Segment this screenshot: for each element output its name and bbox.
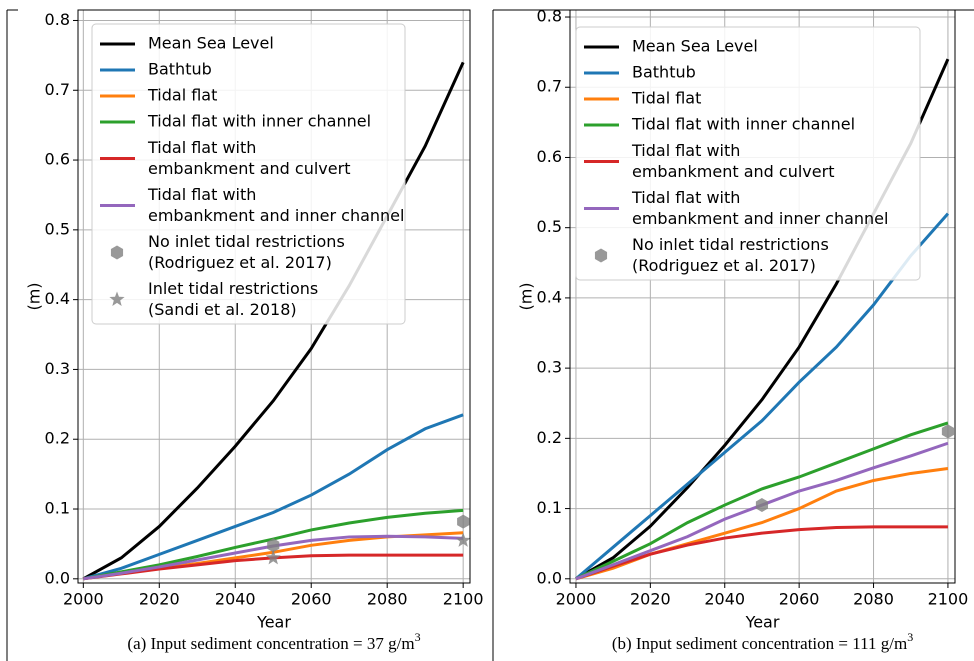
caption-superscript: 3 — [415, 630, 421, 644]
series-line — [82, 413, 464, 581]
series-line — [574, 212, 950, 580]
x-axis-label: Year — [256, 613, 291, 632]
star-marker — [109, 291, 125, 306]
legend-label: No inlet tidal restrictions (Rodriguez et… — [632, 235, 829, 275]
legend-label: No inlet tidal restrictions (Rodriguez et… — [148, 232, 345, 272]
hexagon-marker — [110, 245, 124, 260]
caption-text: (a) Input sediment concentration = 37 g/… — [127, 634, 414, 653]
legend-label: Tidal flat — [631, 89, 701, 108]
legend-label: Tidal flat with embankment and inner chan… — [631, 188, 888, 228]
y-tick-label: 0.4 — [537, 287, 562, 306]
x-tick-label: 2020 — [139, 590, 180, 609]
series-line — [575, 421, 949, 581]
x-tick-label: 2080 — [853, 590, 894, 609]
legend-box — [91, 23, 406, 325]
y-tick-label: 0.8 — [45, 10, 70, 29]
y-tick-label: 0.2 — [537, 428, 562, 447]
y-tick-label: 0.6 — [45, 150, 70, 169]
legend-label: Tidal flat with embankment and inner chan… — [147, 185, 404, 225]
star-marker — [455, 532, 471, 547]
star-marker — [265, 549, 281, 565]
y-tick-label: 0.6 — [537, 147, 562, 166]
caption: (b) Input sediment concentration = 111 g… — [612, 630, 913, 653]
legend-label: Inlet tidal restrictions (Sandi et al. 20… — [148, 279, 318, 319]
hexagon-marker — [941, 424, 954, 439]
y-tick-label: 0.3 — [45, 359, 70, 378]
y-tick-label: 0.0 — [537, 568, 562, 587]
x-tick-label: 2060 — [291, 590, 332, 609]
y-tick-label: 0.0 — [45, 568, 70, 587]
x-tick-label: 2000 — [556, 590, 597, 609]
legend-label: Tidal flat — [147, 86, 217, 105]
x-tick-label: 2060 — [779, 590, 820, 609]
caption-text: (b) Input sediment concentration = 111 g… — [612, 634, 907, 653]
y-tick-label: 0.7 — [45, 80, 70, 99]
x-tick-label: 2100 — [928, 590, 969, 609]
plot-frame — [77, 9, 471, 584]
x-tick-label: 2080 — [367, 590, 408, 609]
y-tick-label: 0.8 — [537, 7, 562, 26]
y-tick-label: 0.5 — [537, 217, 562, 236]
hexagon-marker — [267, 538, 280, 553]
x-axis-label: Year — [745, 613, 780, 632]
x-tick-label: 2100 — [443, 590, 484, 609]
x-tick-label: 2040 — [215, 590, 256, 609]
plot-frame — [569, 9, 956, 584]
y-tick-label: 0.7 — [537, 77, 562, 96]
legend-label: Mean Sea Level — [148, 34, 274, 53]
y-tick-label: 0.4 — [45, 289, 70, 308]
legend-label: Mean Sea Level — [632, 37, 758, 56]
caption-superscript: 3 — [907, 630, 913, 644]
series-line — [575, 525, 948, 581]
x-tick-label: 2020 — [630, 590, 671, 609]
y-axis-label: (m) — [517, 282, 536, 310]
series-line — [575, 467, 949, 581]
legend-label: Bathtub — [632, 63, 696, 82]
legend-label: Tidal flat with inner channel — [147, 112, 371, 131]
legend-label: Tidal flat with embankment and culvert — [631, 141, 834, 181]
legend-box — [575, 26, 921, 281]
legend-label: Tidal flat with embankment and culvert — [147, 138, 350, 178]
legend-label: Bathtub — [148, 60, 212, 79]
x-tick-label: 2040 — [704, 590, 745, 609]
hexagon-marker — [457, 514, 470, 529]
y-tick-label: 0.3 — [537, 358, 562, 377]
x-tick-label: 2000 — [63, 590, 104, 609]
hexagon-marker — [594, 248, 608, 263]
hexagon-marker — [755, 498, 769, 513]
y-tick-label: 0.5 — [45, 219, 70, 238]
legend-label: Tidal flat with inner channel — [631, 115, 855, 134]
y-tick-label: 0.2 — [45, 429, 70, 448]
y-tick-label: 0.1 — [45, 499, 70, 518]
y-axis-label: (m) — [25, 282, 44, 310]
caption: (a) Input sediment concentration = 37 g/… — [127, 630, 420, 653]
y-tick-label: 0.1 — [537, 498, 562, 517]
